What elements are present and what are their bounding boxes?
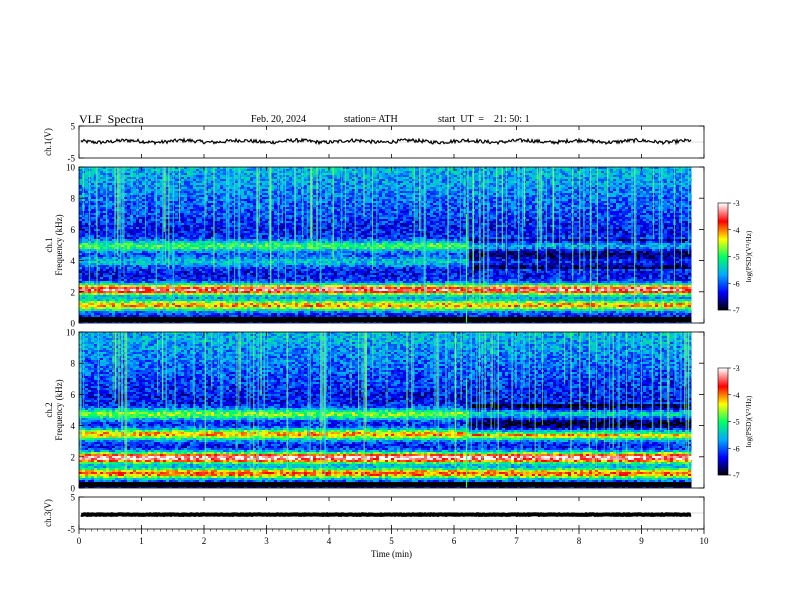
ch3-waveform-panel: 5 -5 ch.3(V) bbox=[43, 493, 705, 535]
ch1-spectrogram-ytick-1: 2 bbox=[71, 287, 76, 297]
ch1-spectrogram-ytick-5: 10 bbox=[66, 163, 76, 173]
colorbar-1-tick-4: -7 bbox=[733, 306, 740, 315]
colorbar-1: -3 -4 -5 -6 -7 log(PSD)(V²/Hz) bbox=[717, 199, 753, 315]
ch2-spectrogram-ytick-0: 0 bbox=[71, 484, 76, 494]
ch1-spectrogram-panel: 0 2 4 6 8 10 ch.1Frequency (kHz) bbox=[44, 163, 705, 329]
xtick-3: 3 bbox=[264, 536, 269, 546]
colorbar-2-tick-2: -5 bbox=[733, 418, 740, 427]
ch1-spectrogram-ylabel: ch.1Frequency (kHz) bbox=[44, 214, 64, 275]
xtick-7: 7 bbox=[514, 536, 519, 546]
ch1-spectrogram-ytick-0: 0 bbox=[71, 319, 76, 329]
colorbar-1-tick-3: -6 bbox=[733, 279, 740, 288]
colorbar-2-tick-3: -6 bbox=[733, 444, 740, 453]
xtick-8: 8 bbox=[577, 536, 582, 546]
xtick-9: 9 bbox=[639, 536, 644, 546]
colorbar-2-tick-4: -7 bbox=[733, 471, 740, 480]
ch1-spectrogram-ytick-2: 4 bbox=[71, 256, 76, 266]
ch3-waveform-ytick-1: -5 bbox=[68, 525, 76, 535]
ch1-waveform-panel: 5 -5 ch.1(V) bbox=[43, 122, 705, 164]
colorbar-1-tick-1: -4 bbox=[733, 226, 740, 235]
xtick-0: 0 bbox=[77, 536, 82, 546]
ch1-spectrogram-ytick-4: 8 bbox=[71, 194, 76, 204]
date-label: Feb. 20, 2024 bbox=[251, 114, 306, 125]
station-label: station= ATH bbox=[344, 114, 398, 125]
colorbar-2-tick-1: -4 bbox=[733, 391, 740, 400]
xtick-6: 6 bbox=[452, 536, 457, 546]
ch2-spectrogram-ytick-5: 10 bbox=[66, 328, 76, 338]
colorbar-1-tick-0: -3 bbox=[733, 199, 740, 208]
ch3-waveform-ylabel: ch.3(V) bbox=[43, 499, 53, 527]
ch1-spectrogram-ytick-3: 6 bbox=[71, 225, 76, 235]
xtick-10: 10 bbox=[700, 536, 710, 546]
ch1-waveform-ytick-1: -5 bbox=[68, 154, 76, 164]
x-axis-label: Time (min) bbox=[371, 549, 412, 559]
colorbar-2-label: log(PSD)(V²/Hz) bbox=[744, 395, 753, 447]
colorbar-2: -3 -4 -5 -6 -7 log(PSD)(V²/Hz) bbox=[717, 364, 753, 480]
start-time-label: start UT = 21: 50: 1 bbox=[438, 114, 530, 125]
ch1-waveform-ylabel: ch.1(V) bbox=[43, 128, 53, 156]
ch3-waveform-trace bbox=[80, 511, 692, 518]
ch2-spectrogram-ylabel: ch.2Frequency (kHz) bbox=[44, 379, 64, 440]
ch2-spectrogram-ytick-4: 8 bbox=[71, 359, 76, 369]
ch1-waveform-trace bbox=[80, 137, 692, 146]
colorbar-1-tick-2: -5 bbox=[733, 253, 740, 262]
ch2-spectrogram-ytick-3: 6 bbox=[71, 390, 76, 400]
xtick-4: 4 bbox=[327, 536, 332, 546]
ch3-waveform-ytick-0: 5 bbox=[71, 493, 76, 503]
xtick-5: 5 bbox=[389, 536, 394, 546]
ch2-spectrogram-panel: 0 2 4 6 8 10 ch.2Frequency (kHz) bbox=[44, 328, 705, 494]
colorbar-1-label: log(PSD)(V²/Hz) bbox=[744, 230, 753, 282]
figure-title: VLF Spectra bbox=[79, 112, 144, 127]
colorbar-2-tick-0: -3 bbox=[733, 364, 740, 373]
ch2-spectrogram-ytick-1: 2 bbox=[71, 452, 76, 462]
xtick-2: 2 bbox=[202, 536, 207, 546]
ch1-waveform-ytick-0: 5 bbox=[71, 122, 76, 132]
ch2-spectrogram-ytick-2: 4 bbox=[71, 421, 76, 431]
xtick-1: 1 bbox=[139, 536, 144, 546]
